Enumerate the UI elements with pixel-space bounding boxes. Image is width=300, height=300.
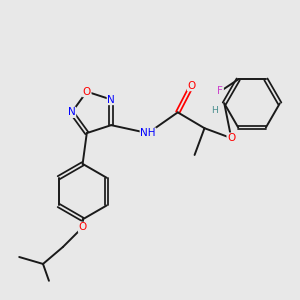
Text: O: O: [227, 133, 236, 143]
Text: O: O: [79, 222, 87, 232]
Text: F: F: [218, 86, 223, 96]
Text: N: N: [68, 107, 76, 117]
Text: N: N: [107, 94, 115, 104]
Text: O: O: [188, 81, 196, 91]
Text: H: H: [211, 106, 218, 115]
Text: O: O: [83, 87, 91, 97]
Text: NH: NH: [140, 128, 156, 138]
